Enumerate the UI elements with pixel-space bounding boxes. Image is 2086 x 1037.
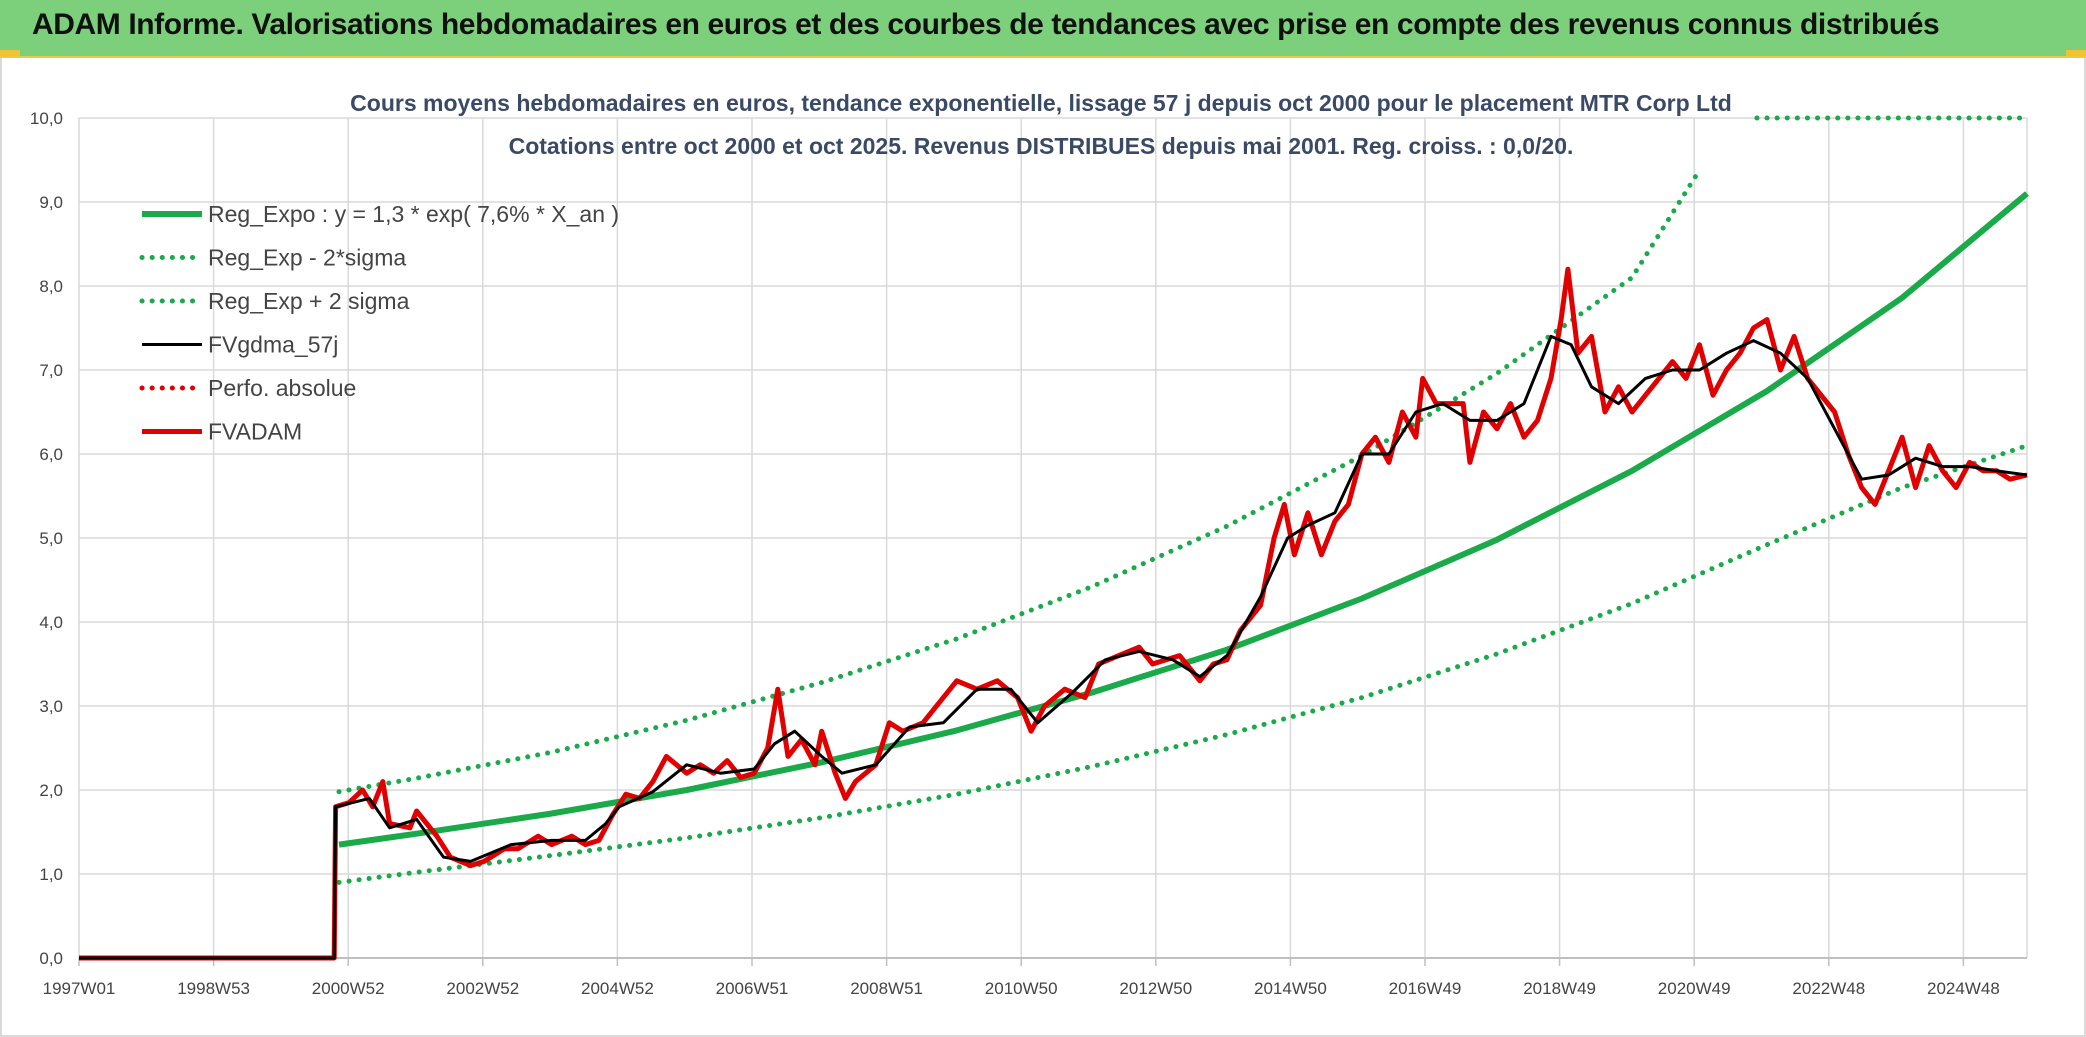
x-tick-label: 2000W52 [312,979,385,998]
title-backdrop [330,68,1750,70]
y-axis: 0,0 1,0 2,0 3,0 4,0 5,0 6,0 7,0 8,0 9,0 10,0 [30,109,63,968]
line-chart: 0,0 1,0 2,0 3,0 4,0 5,0 6,0 7,0 8,0 9,0 10,0 1997W… [30,68,2030,998]
report-banner: ADAM Informe. Valorisations hebdomadaire… [0,0,2086,58]
reg-expo-y-1-3-exp-7-6-x-an-series-line [338,191,2029,848]
x-tick-label: 2006W51 [716,979,789,998]
legend-label: FVADAM [208,419,302,445]
legend-label: Perfo. absolue [208,375,356,401]
x-axis: 1997W01 1998W53 2000W52 2002W52 2004W52 2006W… [43,957,2027,998]
x-tick-label: 1998W53 [177,979,250,998]
chart-legend: Reg_Expo : y = 1,3 * exp( 7,6% * X_an ) R… [139,201,619,445]
chart-title: Cours moyens hebdomadaires en euros, ten… [350,90,1732,116]
y-tick-label: 8,0 [39,277,63,296]
fvgdma-57j-series-line [79,334,2028,960]
x-tick-label: 1997W01 [43,979,116,998]
legend-label: Reg_Exp + 2 sigma [208,288,410,314]
report-title: ADAM Informe. Valorisations hebdomadaire… [32,8,1940,41]
x-tick-label: 2022W48 [1792,979,1865,998]
legend-label: Reg_Exp - 2*sigma [208,245,406,271]
chart-titles: Cours moyens hebdomadaires en euros, ten… [330,68,1750,159]
y-tick-label: 10,0 [30,109,63,128]
fvadam-series-line [79,266,2028,961]
y-tick-label: 7,0 [39,361,63,380]
x-tick-label: 2016W49 [1389,979,1462,998]
x-tick-label: 2008W51 [850,979,923,998]
y-tick-label: 6,0 [39,445,63,464]
legend-label: Reg_Expo : y = 1,3 * exp( 7,6% * X_an ) [208,201,619,227]
y-tick-label: 1,0 [39,865,63,884]
x-tick-label: 2010W50 [985,979,1058,998]
y-tick-label: 2,0 [39,781,63,800]
x-tick-label: 2012W50 [1119,979,1192,998]
x-tick-label: 2018W49 [1523,979,1596,998]
banner-accent-right [2066,50,2086,56]
x-tick-label: 2002W52 [446,979,519,998]
banner-accent-left [0,50,20,56]
x-tick-label: 2024W48 [1927,979,2000,998]
legend-label: FVgdma_57j [208,332,338,358]
plot-area [79,115,2030,961]
reg-exp-2-sigma-series-line [336,167,1702,795]
chart-subtitle: Cotations entre oct 2000 et oct 2025. Re… [509,133,1574,159]
y-tick-label: 4,0 [39,613,63,632]
y-tick-label: 9,0 [39,193,63,212]
y-tick-label: 3,0 [39,697,63,716]
x-tick-label: 2014W50 [1254,979,1327,998]
y-tick-label: 0,0 [39,949,63,968]
x-tick-label: 2004W52 [581,979,654,998]
y-tick-label: 5,0 [39,529,63,548]
x-tick-label: 2020W49 [1658,979,1731,998]
